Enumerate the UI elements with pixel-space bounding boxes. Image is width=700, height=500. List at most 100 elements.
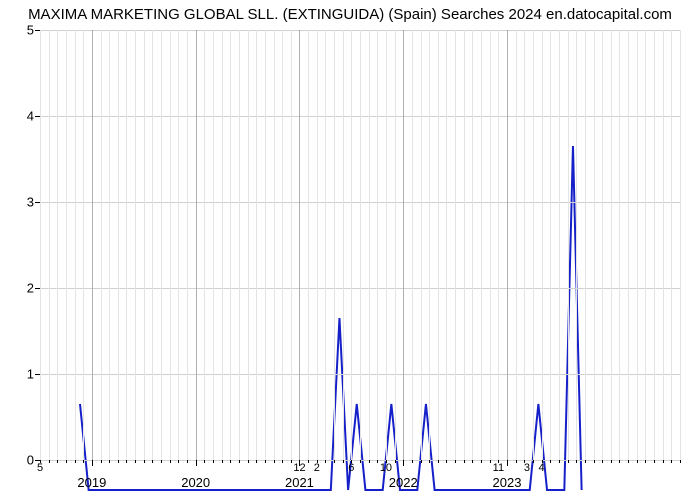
x-tick-minor [637,460,638,463]
gridline-vertical-minor [222,30,223,460]
x-tick-minor [161,460,162,463]
gridline-vertical-minor [308,30,309,460]
gridline-vertical-minor [343,30,344,460]
gridline-vertical-minor [568,30,569,460]
x-tick-minor [628,460,629,463]
x-tick-minor [446,460,447,463]
x-tick-minor [611,460,612,463]
x-tick-minor [680,460,681,463]
gridline-vertical-minor [464,30,465,460]
gridline-vertical-minor [57,30,58,460]
gridline-vertical-major [403,30,404,460]
x-tick-minor [334,460,335,463]
gridline-vertical-minor [455,30,456,460]
x-tick-minor [66,460,67,463]
gridline-vertical-minor [654,30,655,460]
gridline-vertical-minor [161,30,162,460]
gridline-vertical-minor [498,30,499,460]
value-label: 5 [37,462,43,474]
gridline-vertical-minor [637,30,638,460]
gridline-vertical-minor [412,30,413,460]
value-label: 2 [314,462,320,474]
x-tick-minor [438,460,439,463]
gridline-vertical-minor [680,30,681,460]
gridline-vertical-minor [619,30,620,460]
x-tick-minor [325,460,326,463]
gridline-vertical-minor [576,30,577,460]
gridline-vertical-minor [490,30,491,460]
x-tick-major [92,460,93,466]
gridline-vertical-minor [239,30,240,460]
x-tick-label: 2023 [493,475,522,490]
x-tick-label: 2020 [181,475,210,490]
gridline-vertical-minor [101,30,102,460]
gridline-vertical-minor [187,30,188,460]
gridline-vertical-minor [204,30,205,460]
x-tick-label: 2021 [285,475,314,490]
x-tick-minor [135,460,136,463]
x-tick-major [507,460,508,466]
gridline-vertical-minor [671,30,672,460]
x-tick-minor [671,460,672,463]
x-tick-minor [187,460,188,463]
x-tick-minor [152,460,153,463]
x-tick-minor [204,460,205,463]
gridline-vertical-minor [256,30,257,460]
x-tick-minor [568,460,569,463]
x-tick-major [196,460,197,466]
gridline-vertical-minor [611,30,612,460]
gridline-vertical-minor [248,30,249,460]
x-tick-minor [412,460,413,463]
gridline-vertical-minor [386,30,387,460]
gridline-vertical-minor [533,30,534,460]
x-tick-minor [490,460,491,463]
x-tick-minor [118,460,119,463]
x-tick-minor [126,460,127,463]
y-tick-label: 3 [27,195,34,210]
gridline-vertical-minor [317,30,318,460]
x-tick-minor [654,460,655,463]
gridline-vertical-minor [446,30,447,460]
gridline-vertical-minor [230,30,231,460]
gridline-vertical-minor [213,30,214,460]
line-series [80,60,700,490]
gridline-vertical-minor [282,30,283,460]
gridline-vertical-minor [524,30,525,460]
gridline-vertical-minor [291,30,292,460]
x-tick-minor [481,460,482,463]
gridline-vertical-minor [109,30,110,460]
y-tick-label: 0 [27,453,34,468]
gridline-vertical-minor [351,30,352,460]
x-tick-minor [594,460,595,463]
x-tick-minor [239,460,240,463]
gridline-vertical-minor [83,30,84,460]
gridline-vertical-major [196,30,197,460]
gridline-vertical-minor [75,30,76,460]
y-tick-label: 4 [27,109,34,124]
gridline-vertical-minor [118,30,119,460]
x-tick-minor [57,460,58,463]
chart-title: MAXIMA MARKETING GLOBAL SLL. (EXTINGUIDA… [0,6,700,23]
x-tick-major [403,460,404,466]
gridline-vertical-minor [628,30,629,460]
value-label: 10 [380,462,392,474]
gridline-vertical-minor [585,30,586,460]
value-label: 11 [493,462,504,474]
x-tick-minor [516,460,517,463]
x-tick-minor [395,460,396,463]
x-tick-minor [213,460,214,463]
x-tick-minor [455,460,456,463]
gridline-vertical-minor [360,30,361,460]
x-tick-minor [472,460,473,463]
gridline-vertical-minor [602,30,603,460]
gridline-vertical-minor [40,30,41,460]
x-tick-minor [645,460,646,463]
x-tick-minor [291,460,292,463]
y-tick-label: 5 [27,23,34,38]
gridline-vertical-minor [663,30,664,460]
gridline-vertical-minor [481,30,482,460]
gridline-vertical-minor [377,30,378,460]
gridline-vertical-major [507,30,508,460]
value-label: 12 [293,462,305,474]
value-label: 4 [539,462,545,474]
